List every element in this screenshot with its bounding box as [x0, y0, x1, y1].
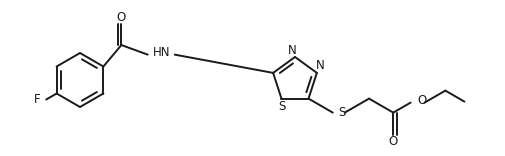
Text: F: F [34, 93, 40, 106]
Text: S: S [278, 100, 285, 113]
Text: O: O [418, 94, 427, 107]
Text: O: O [389, 135, 398, 148]
Text: S: S [338, 106, 345, 119]
Text: N: N [288, 44, 296, 56]
Text: N: N [316, 59, 324, 72]
Text: HN: HN [153, 46, 171, 59]
Text: O: O [117, 11, 126, 24]
